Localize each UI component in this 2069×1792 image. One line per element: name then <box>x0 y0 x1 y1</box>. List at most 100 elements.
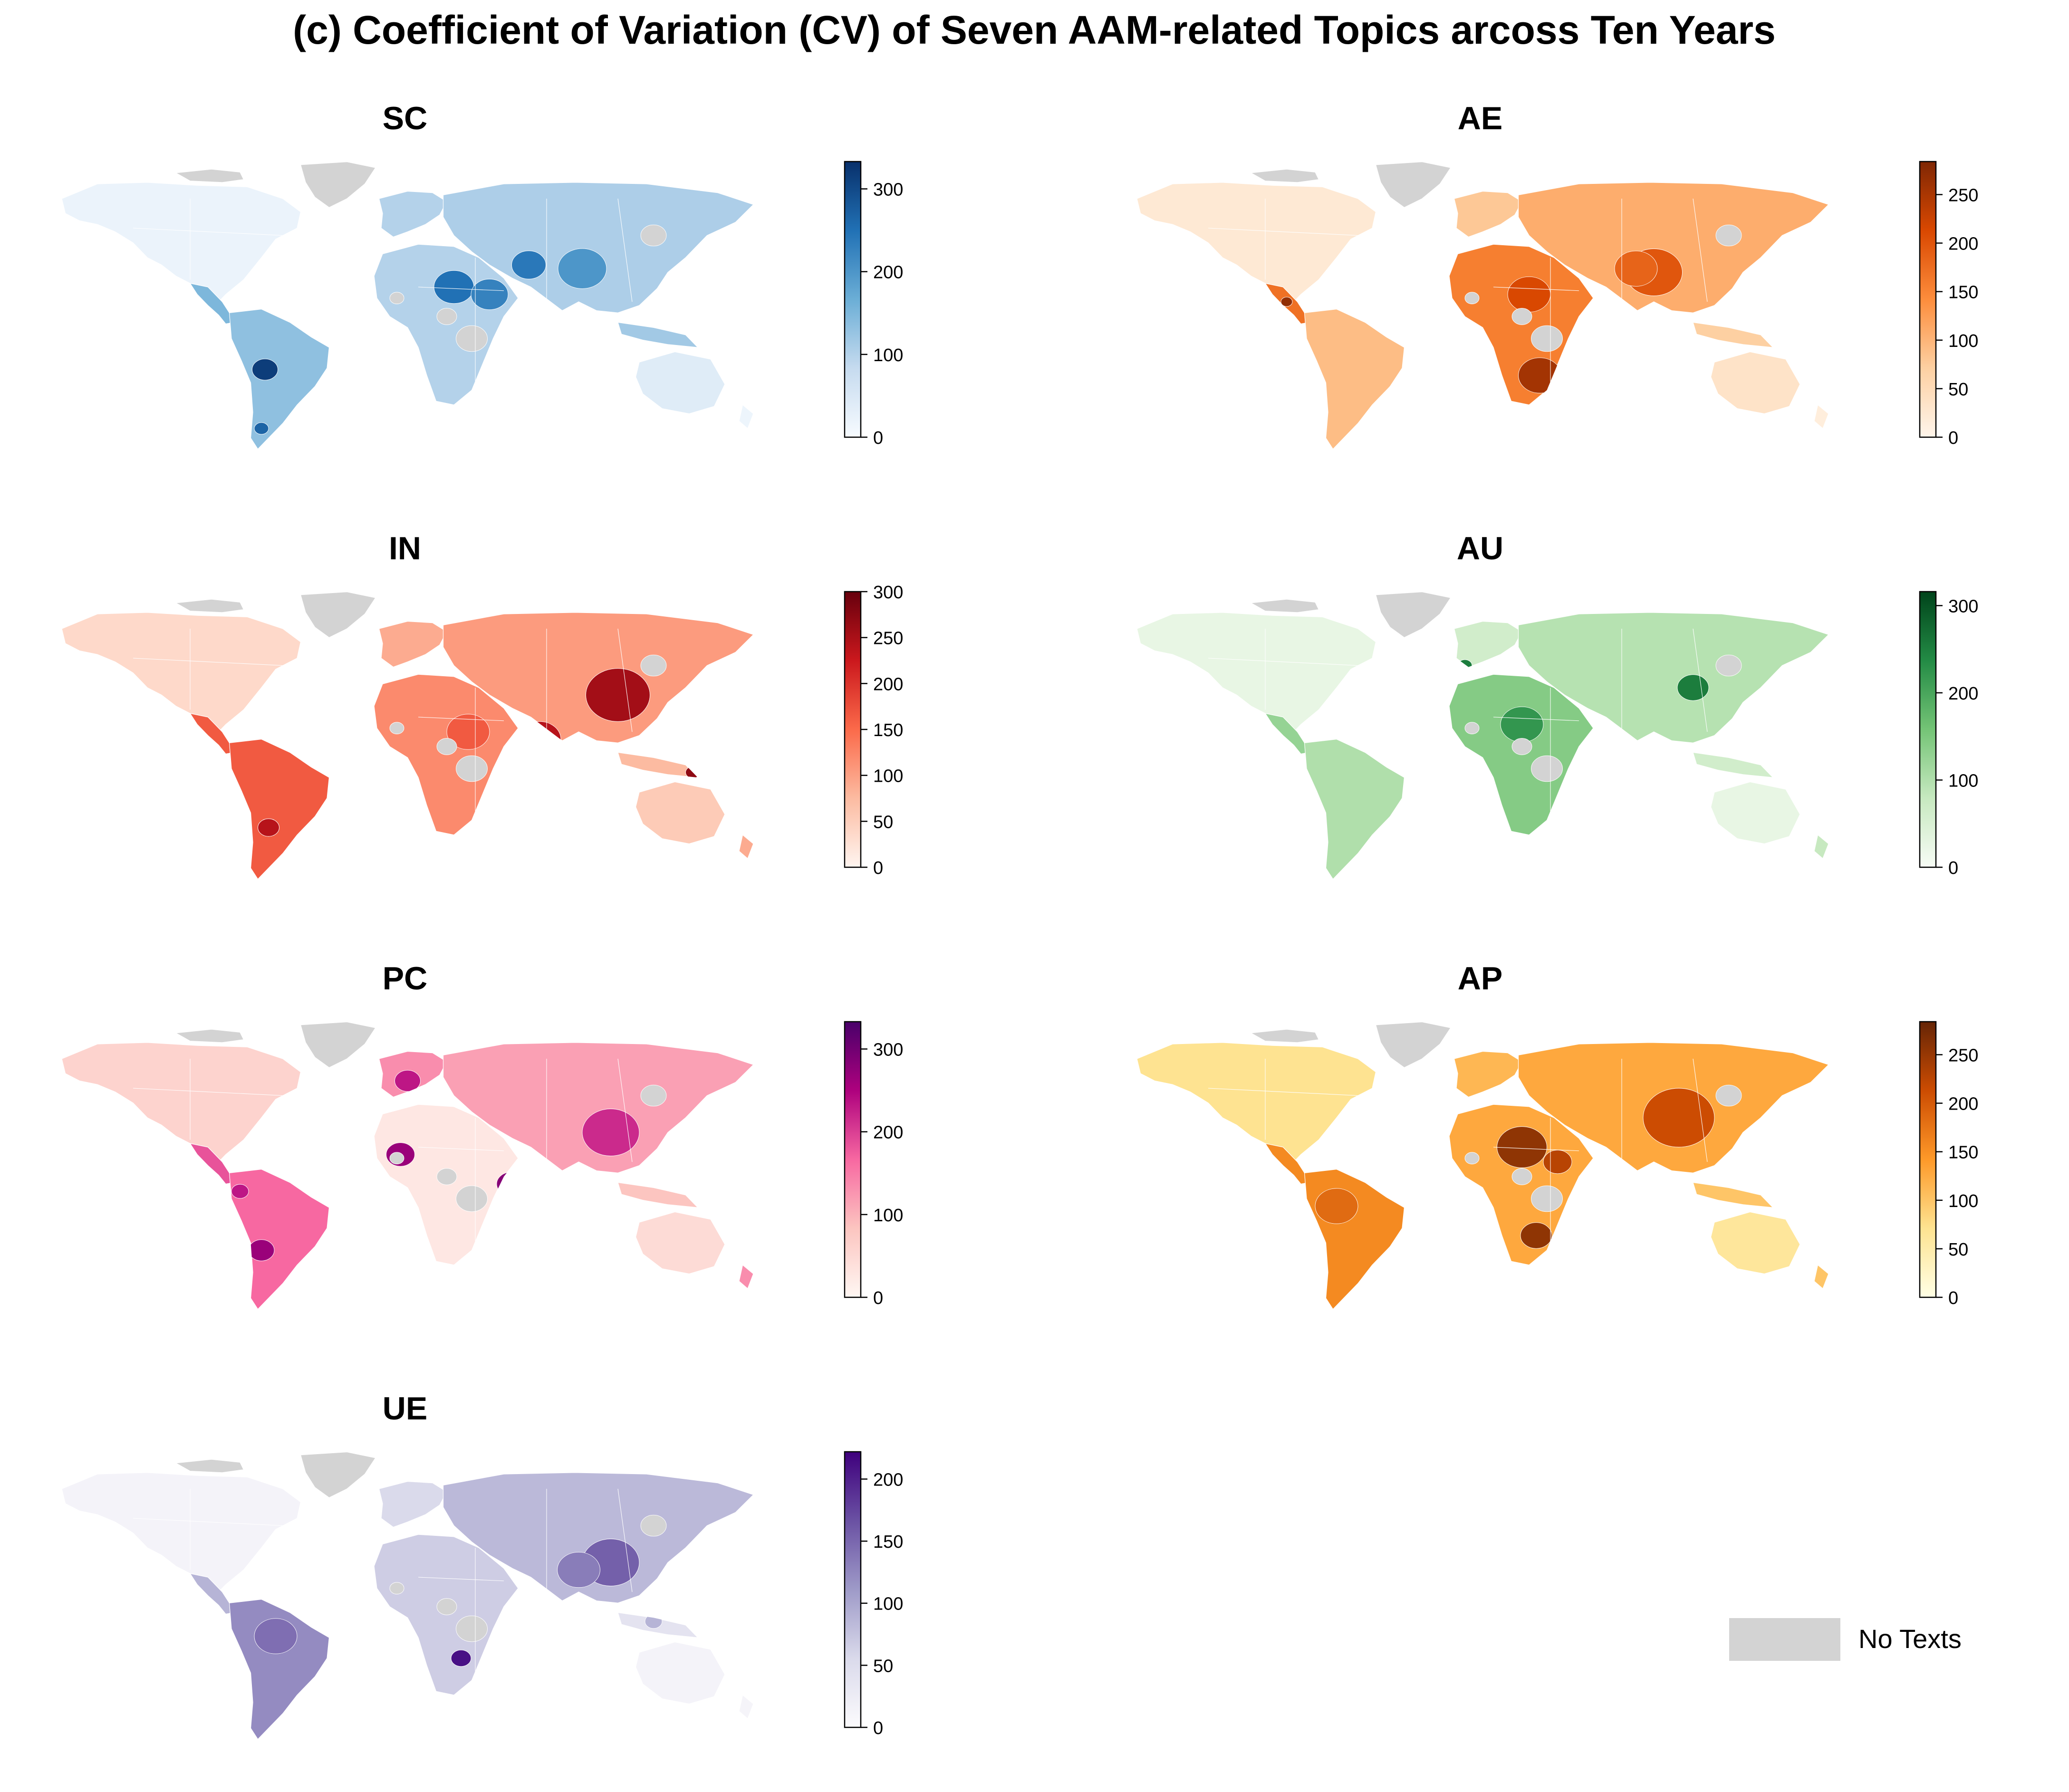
country-highlight <box>1315 1188 1358 1224</box>
colorbar-tick-label: 150 <box>1948 283 1978 303</box>
no-text-country <box>1464 292 1480 305</box>
no-text-country <box>456 325 488 352</box>
border <box>1493 717 1579 721</box>
region-sa <box>229 1169 330 1310</box>
region-eu <box>1453 621 1522 668</box>
no-text-country <box>389 722 404 735</box>
panel-title: AE <box>1458 100 1502 136</box>
border <box>1693 628 1708 732</box>
figure-title: (c) Coefficient of Variation (CV) of Sev… <box>293 8 1776 52</box>
country-highlight <box>231 1184 249 1199</box>
no-text-country <box>456 755 488 782</box>
world-map <box>1136 1021 1829 1310</box>
region-eu <box>378 191 447 238</box>
colorbar-tick-label: 50 <box>1948 380 1968 400</box>
border <box>133 228 283 236</box>
region-nz <box>1814 404 1829 429</box>
colorbar-tick-label: 200 <box>873 674 903 694</box>
colorbar-tick-label: 100 <box>1948 331 1978 351</box>
country-highlight <box>258 818 279 837</box>
region-arctic <box>175 599 244 613</box>
region-arctic <box>175 1459 244 1473</box>
region-nz <box>739 1264 754 1289</box>
colorbar: 0 50 100 150 200 <box>844 1451 903 1738</box>
country-highlight <box>1497 1126 1547 1168</box>
country-highlight <box>1614 250 1658 287</box>
colorbar-tick-label: 300 <box>873 583 903 603</box>
colorbar-tick-label: 100 <box>873 1594 903 1614</box>
colorbar-scale <box>844 1451 862 1728</box>
border <box>617 198 633 302</box>
region-sea <box>1693 752 1774 778</box>
region-au <box>635 781 725 844</box>
colorbar-tick-label: 50 <box>873 812 893 832</box>
region-arctic <box>1250 169 1319 183</box>
colorbar-scale <box>1919 1021 1937 1298</box>
country-highlight <box>446 714 490 750</box>
colorbar-tick-label: 0 <box>1948 858 1958 878</box>
colorbar-tick-label: 100 <box>873 767 903 786</box>
colorbar-tick-label: 0 <box>1948 1288 1958 1308</box>
country-highlight <box>1677 674 1709 701</box>
colorbar-scale <box>1919 161 1937 438</box>
region-as <box>1518 182 1829 313</box>
region-au <box>635 351 725 414</box>
border <box>617 1488 633 1592</box>
region-na <box>1136 1042 1376 1166</box>
country-highlight <box>451 1649 472 1667</box>
region-nz <box>739 1694 754 1719</box>
world-map <box>61 1451 754 1740</box>
border <box>133 1088 283 1096</box>
region-na <box>1136 612 1376 736</box>
country-highlight <box>511 250 546 279</box>
region-sa <box>1304 738 1405 880</box>
country-highlight <box>254 422 269 435</box>
no-text-country <box>1464 1152 1480 1165</box>
colorbar-tick-label: 200 <box>1948 684 1978 704</box>
colorbar: 0 50 100 150 200 250 300 <box>844 583 903 878</box>
colorbar: 0 100 200 300 <box>844 161 903 448</box>
panel-title: PC <box>383 960 427 997</box>
panel-title: AU <box>1457 530 1503 566</box>
region-na <box>1136 182 1376 306</box>
colorbar-tick-label: 0 <box>873 1718 883 1738</box>
border <box>617 1058 633 1162</box>
region-au <box>1710 1211 1800 1275</box>
region-na <box>61 1042 301 1166</box>
legend-swatch <box>1729 1618 1840 1661</box>
country-highlight <box>1280 297 1293 307</box>
colorbar-tick-label: 250 <box>1948 185 1978 205</box>
country-highlight <box>645 1614 663 1629</box>
country-highlight <box>1571 1229 1587 1242</box>
no-text-country <box>640 224 667 247</box>
region-as <box>443 182 754 313</box>
panel-title: AP <box>1458 960 1502 997</box>
region-au <box>1710 351 1800 414</box>
border <box>1208 228 1358 236</box>
region-au <box>635 1641 725 1705</box>
region-eu <box>1453 191 1522 238</box>
region-gl <box>300 1451 376 1498</box>
map-panel-ap: AP 0 50 100 150 200 250 <box>1136 960 1978 1310</box>
country-highlight <box>557 1552 600 1588</box>
colorbar-tick-label: 200 <box>1948 234 1978 254</box>
country-highlight <box>582 1108 640 1157</box>
region-arctic <box>175 1029 244 1043</box>
border <box>1208 1088 1358 1096</box>
border <box>418 287 504 291</box>
border <box>418 1577 504 1581</box>
country-highlight <box>471 278 509 310</box>
country-highlight <box>496 1172 526 1196</box>
region-sa <box>229 738 330 880</box>
region-gl <box>1375 1021 1452 1068</box>
panel-title: IN <box>389 530 421 566</box>
no-text-country <box>1715 224 1742 247</box>
colorbar-tick-label: 150 <box>873 1532 903 1552</box>
region-arctic <box>1250 599 1319 613</box>
country-highlight <box>433 270 474 304</box>
colorbar-tick-label: 250 <box>873 629 903 649</box>
no-text-country <box>1511 1168 1532 1185</box>
colorbar-tick-label: 0 <box>873 1288 883 1308</box>
colorbar: 0 100 200 300 <box>1919 591 1978 878</box>
